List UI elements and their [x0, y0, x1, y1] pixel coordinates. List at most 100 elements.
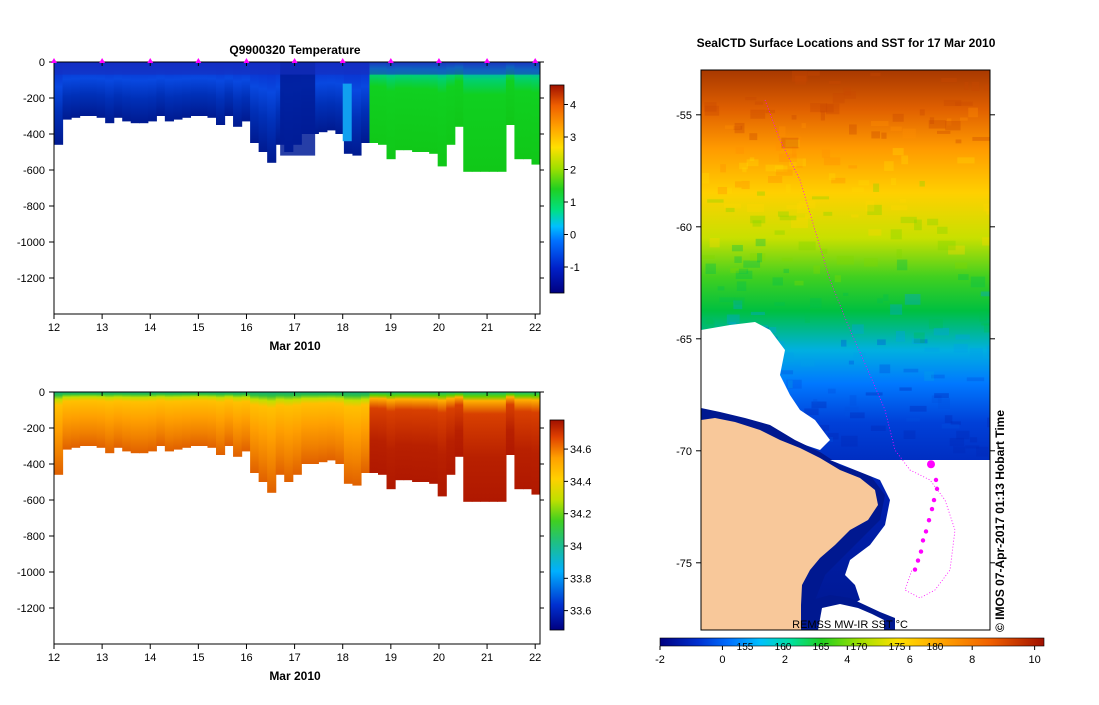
sst-patch: [955, 101, 973, 106]
sst-patch: [733, 125, 743, 130]
profile-column: [250, 392, 260, 473]
sst-patch: [730, 268, 747, 273]
profile-column: [429, 392, 439, 484]
profile-column: [497, 62, 507, 172]
sst-patch: [849, 395, 857, 406]
sst-patch: [890, 126, 902, 132]
sst-patch: [851, 324, 864, 334]
sst-patch: [934, 393, 949, 399]
sst-patch: [791, 70, 808, 82]
profile-column: [326, 62, 336, 131]
y-tick-label: -1000: [17, 567, 45, 579]
profile-column: [207, 62, 217, 118]
profile-column: [156, 62, 166, 116]
sst-patch: [820, 104, 834, 113]
profile-column: [378, 392, 388, 475]
sst-patch: [747, 204, 764, 212]
surface-marker: [484, 58, 491, 63]
sst-patch: [969, 348, 983, 359]
y-tick-label: -400: [23, 129, 45, 141]
sst-patch: [849, 124, 857, 135]
sst-patch: [780, 370, 794, 375]
profile-column: [96, 62, 106, 118]
sst-patch: [979, 311, 987, 322]
profile-column: [216, 392, 226, 455]
sst-patch: [774, 302, 785, 306]
sst-patch: [924, 371, 934, 381]
map-y-axis: -55 -60 -65 -70 -75: [676, 110, 995, 570]
sst-patch: [937, 130, 951, 134]
profile-column: [352, 62, 362, 156]
sst-patch: [786, 379, 802, 389]
temperature-colorbar-ticks: 4 3 2 1 0 -1: [564, 100, 580, 274]
x-tick-label: 19: [385, 652, 397, 664]
sst-patch: [798, 241, 816, 251]
temperature-colorbar: [549, 84, 565, 294]
sst-patch: [937, 226, 948, 234]
sst-overlay-tick-label: 155: [737, 642, 754, 653]
sst-patch: [919, 180, 925, 187]
sst-overlay-tick-label: 180: [927, 642, 944, 653]
sst-patch: [871, 131, 880, 139]
sst-patch: [810, 103, 828, 113]
sst-patch: [843, 87, 851, 96]
temperature-panel: Q9900320 Temperature 0 -200 -400 -600 -800 -1…: [17, 43, 580, 353]
profile-column: [505, 62, 516, 125]
sst-patch: [804, 408, 819, 416]
profile-column: [122, 62, 132, 122]
sst-colorbar-tick-label: 4: [844, 654, 850, 666]
profile-column: [71, 392, 81, 448]
sst-patch: [913, 339, 928, 344]
sst-patch: [970, 276, 986, 288]
sst-patch: [825, 103, 840, 115]
sst-patch: [972, 136, 990, 141]
map-title: SealCTD Surface Locations and SST for 17…: [697, 36, 996, 50]
salinity-plot-frame: [53, 391, 541, 645]
temperature-cold-core: [280, 62, 316, 156]
sst-patch: [829, 81, 841, 85]
sst-patch: [792, 146, 797, 157]
seal-position-dot: [920, 538, 926, 543]
sst-patch: [981, 322, 990, 326]
sst-patch: [877, 339, 886, 346]
x-tick-label: 19: [385, 322, 397, 334]
sst-colorbar-tick-label: 2: [782, 654, 788, 666]
map-y-tick-label: -75: [676, 558, 692, 570]
sst-patch: [750, 311, 765, 316]
sst-patch: [801, 123, 806, 129]
surface-marker: [532, 58, 539, 63]
sst-patch: [840, 339, 847, 347]
sst-patch: [964, 81, 969, 90]
y-tick-label: -1200: [17, 273, 45, 285]
profile-column: [446, 392, 456, 475]
sst-patch: [890, 229, 902, 240]
profile-column: [258, 392, 268, 482]
sst-patch: [903, 430, 916, 439]
profile-column: [88, 62, 98, 116]
seal-position-dot: [927, 460, 935, 469]
sst-patch: [736, 281, 747, 292]
sst-patch: [755, 238, 766, 247]
profile-column: [403, 392, 413, 481]
sst-patch: [950, 421, 961, 426]
profile-column: [156, 392, 166, 446]
sst-patch: [706, 318, 713, 325]
seal-position-dot: [929, 506, 935, 512]
sst-patch: [849, 412, 865, 419]
profile-column: [505, 392, 516, 455]
profile-column: [395, 62, 405, 151]
profile-column: [130, 392, 140, 454]
sst-patch: [807, 71, 820, 76]
profile-column: [173, 62, 183, 120]
profile-column: [412, 62, 422, 152]
colorbar-tick-label: 34.4: [570, 476, 591, 488]
x-tick-label: 22: [529, 652, 541, 664]
sst-patch: [821, 149, 831, 158]
profile-column: [79, 392, 89, 446]
profile-column: [301, 392, 311, 464]
profile-column: [292, 392, 302, 475]
x-tick-label: 12: [48, 322, 60, 334]
map-colorbar-label: REMSS MW-IR SST °C: [792, 619, 908, 631]
temperature-profiles: [54, 62, 540, 172]
sst-patch: [827, 388, 836, 394]
